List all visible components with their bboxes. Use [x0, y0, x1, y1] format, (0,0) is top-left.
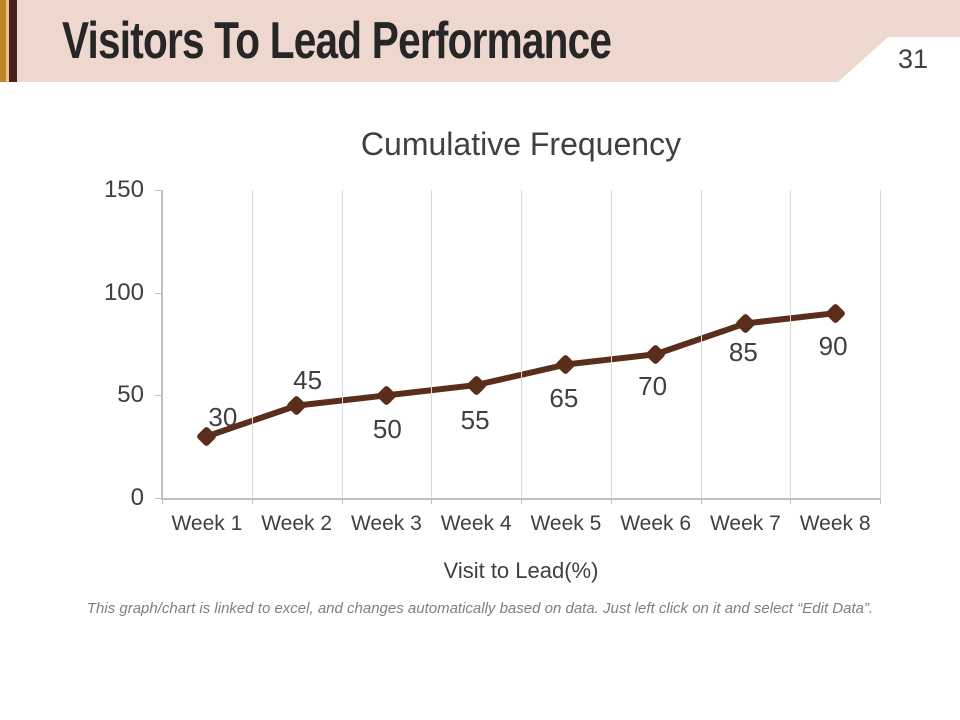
- x-axis-category-label: Week 2: [261, 512, 333, 535]
- data-point-label: 70: [638, 371, 668, 402]
- data-point-marker: [734, 312, 756, 335]
- y-axis-line: [161, 190, 163, 499]
- data-point-label: 65: [549, 382, 579, 413]
- y-axis-label: 150: [103, 176, 144, 203]
- x-axis-category-label: Week 7: [709, 512, 781, 535]
- y-axis-tick: [155, 498, 162, 499]
- page-number: 31: [897, 44, 929, 74]
- y-axis-tick: [155, 292, 162, 294]
- data-point-label: 85: [728, 337, 758, 368]
- data-point-marker: [465, 374, 487, 396]
- gridline-vertical: [880, 190, 881, 498]
- footnote: This graph/chart is linked to excel, and…: [86, 600, 874, 617]
- gridline-vertical: [251, 190, 253, 498]
- x-axis-category-label: Week 3: [350, 512, 422, 535]
- y-axis-tick: [155, 395, 162, 397]
- chart-title: Cumulative Frequency: [360, 126, 682, 162]
- slide-title: Visitors To Lead Performance: [62, 12, 612, 70]
- chart-area[interactable]: Cumulative Frequency 0 50 100 150 Week 1 Week…: [0, 82, 960, 622]
- data-point-label: 45: [293, 364, 323, 395]
- data-point-label: 90: [818, 331, 848, 362]
- data-point-label: 30: [208, 402, 238, 433]
- x-axis-tick: [162, 498, 163, 504]
- data-point-marker: [375, 384, 397, 406]
- gridline-vertical: [431, 190, 433, 498]
- x-axis-tick: [251, 498, 253, 504]
- gridline-vertical: [700, 190, 702, 498]
- left-accent-stripe-gold: [0, 0, 6, 82]
- x-axis-tick: [790, 498, 792, 504]
- gridline-vertical: [610, 190, 612, 498]
- x-axis-tick: [700, 498, 702, 504]
- left-accent-stripe-brown: [9, 0, 17, 82]
- gridline-vertical: [790, 190, 792, 498]
- y-axis-label: 50: [117, 381, 144, 409]
- data-point-label: 55: [460, 405, 490, 436]
- x-axis-category-label: Week 8: [799, 512, 871, 535]
- gridline-vertical: [341, 190, 343, 498]
- x-axis-title: Visit to Lead(%): [443, 558, 599, 583]
- y-axis-label: 0: [130, 484, 144, 511]
- data-point-marker: [645, 343, 667, 365]
- x-axis-category-label: Week 1: [171, 512, 243, 535]
- x-axis-category-label: Week 5: [530, 512, 602, 535]
- x-axis-tick: [610, 498, 612, 504]
- data-point-marker: [286, 394, 308, 417]
- x-axis-category-label: Week 6: [620, 512, 692, 535]
- slide-header: Visitors To Lead Performance 31: [0, 0, 960, 82]
- x-axis-tick: [880, 498, 881, 504]
- x-axis-category-label: Week 4: [440, 512, 512, 535]
- gridline-vertical: [162, 190, 163, 498]
- left-accent-stripe-peach: [6, 0, 9, 82]
- data-point-marker: [555, 353, 577, 376]
- x-axis-line: [161, 498, 881, 500]
- y-axis-label: 100: [103, 278, 144, 306]
- page-number-notch: 31: [838, 37, 960, 82]
- gridline-vertical: [521, 190, 522, 498]
- y-axis-tick: [155, 190, 162, 191]
- data-point-marker: [824, 302, 846, 324]
- x-axis-tick: [521, 498, 522, 504]
- data-point-label: 50: [372, 414, 402, 445]
- x-axis-tick: [341, 498, 343, 504]
- x-axis-tick: [431, 498, 433, 504]
